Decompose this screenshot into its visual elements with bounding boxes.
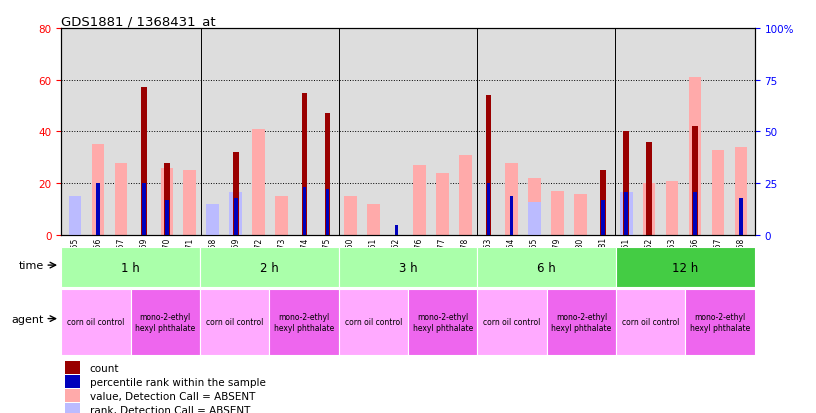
Bar: [142, 184, 145, 235]
Bar: [551, 192, 564, 235]
Text: value, Detection Call = ABSENT: value, Detection Call = ABSENT: [90, 391, 255, 401]
Bar: [692, 127, 698, 235]
Bar: [91, 145, 104, 235]
FancyBboxPatch shape: [408, 289, 477, 355]
Bar: [689, 78, 702, 235]
Bar: [65, 361, 80, 374]
FancyBboxPatch shape: [616, 248, 755, 287]
Bar: [344, 197, 357, 235]
Bar: [505, 163, 517, 235]
Text: percentile rank within the sample: percentile rank within the sample: [90, 377, 266, 387]
Bar: [233, 153, 238, 235]
Bar: [459, 155, 472, 235]
Text: time: time: [19, 261, 44, 271]
Text: 3 h: 3 h: [399, 261, 417, 274]
Text: mono-2-ethyl
hexyl phthalate: mono-2-ethyl hexyl phthalate: [413, 312, 472, 332]
FancyBboxPatch shape: [200, 248, 339, 287]
Bar: [164, 163, 170, 235]
Text: 6 h: 6 h: [538, 261, 556, 274]
Text: count: count: [90, 363, 119, 373]
Text: mono-2-ethyl
hexyl phthalate: mono-2-ethyl hexyl phthalate: [135, 312, 195, 332]
FancyBboxPatch shape: [61, 289, 131, 355]
Text: GDS1881 / 1368431_at: GDS1881 / 1368431_at: [61, 15, 215, 28]
Bar: [69, 199, 82, 235]
Bar: [734, 148, 747, 235]
Bar: [96, 184, 100, 235]
Bar: [528, 178, 541, 235]
Bar: [206, 204, 220, 235]
Bar: [184, 171, 196, 235]
Bar: [694, 192, 697, 235]
Text: mono-2-ethyl
hexyl phthalate: mono-2-ethyl hexyl phthalate: [274, 312, 334, 332]
Bar: [234, 198, 237, 235]
Bar: [666, 181, 678, 235]
Text: mono-2-ethyl
hexyl phthalate: mono-2-ethyl hexyl phthalate: [552, 312, 611, 332]
Bar: [65, 403, 80, 413]
FancyBboxPatch shape: [685, 289, 755, 355]
Text: 12 h: 12 h: [672, 261, 698, 274]
Text: 1 h: 1 h: [122, 261, 140, 274]
Bar: [395, 225, 398, 235]
Text: corn oil control: corn oil control: [483, 318, 541, 327]
Text: rank, Detection Call = ABSENT: rank, Detection Call = ABSENT: [90, 405, 251, 413]
FancyBboxPatch shape: [131, 289, 200, 355]
Bar: [141, 88, 147, 235]
Text: corn oil control: corn oil control: [622, 318, 680, 327]
Bar: [69, 196, 82, 235]
FancyBboxPatch shape: [269, 289, 339, 355]
Text: 2 h: 2 h: [260, 261, 278, 274]
Bar: [623, 132, 629, 235]
Bar: [601, 200, 605, 235]
FancyBboxPatch shape: [200, 289, 269, 355]
Bar: [643, 184, 655, 235]
Bar: [601, 171, 606, 235]
Text: mono-2-ethyl
hexyl phthalate: mono-2-ethyl hexyl phthalate: [690, 312, 750, 332]
Bar: [302, 93, 308, 235]
Bar: [486, 184, 490, 235]
Text: corn oil control: corn oil control: [344, 318, 402, 327]
Bar: [275, 197, 288, 235]
Bar: [367, 204, 380, 235]
Bar: [624, 192, 628, 235]
Bar: [620, 192, 632, 235]
FancyBboxPatch shape: [477, 248, 616, 287]
FancyBboxPatch shape: [61, 248, 200, 287]
Bar: [528, 202, 541, 235]
Bar: [65, 375, 80, 388]
Bar: [252, 130, 265, 235]
Text: corn oil control: corn oil control: [206, 318, 264, 327]
Bar: [161, 169, 173, 235]
Bar: [114, 163, 127, 235]
Bar: [436, 173, 449, 235]
Bar: [229, 192, 242, 235]
Bar: [509, 196, 513, 235]
Bar: [65, 389, 80, 402]
Bar: [165, 200, 169, 235]
Bar: [413, 166, 426, 235]
Bar: [574, 194, 587, 235]
FancyBboxPatch shape: [616, 289, 685, 355]
Bar: [326, 190, 330, 235]
Bar: [486, 96, 491, 235]
FancyBboxPatch shape: [339, 289, 408, 355]
FancyBboxPatch shape: [477, 289, 547, 355]
Bar: [325, 114, 330, 235]
Bar: [303, 188, 307, 235]
Text: agent: agent: [11, 314, 44, 324]
FancyBboxPatch shape: [339, 248, 477, 287]
Bar: [646, 142, 652, 235]
Bar: [712, 150, 725, 235]
Text: corn oil control: corn oil control: [67, 318, 125, 327]
Bar: [739, 198, 743, 235]
FancyBboxPatch shape: [547, 289, 616, 355]
